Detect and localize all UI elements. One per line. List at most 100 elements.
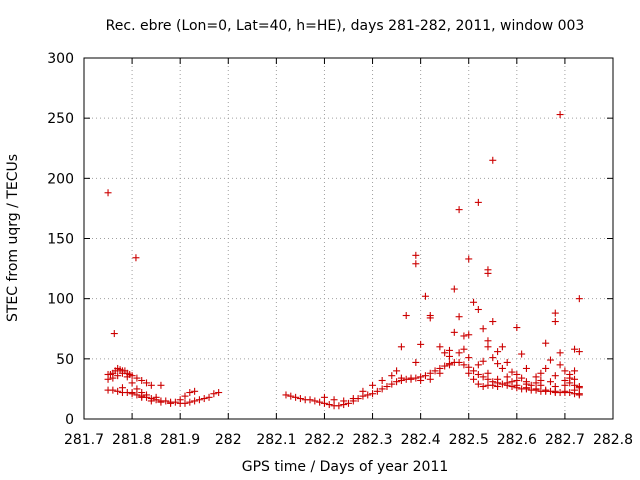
data-point [133, 374, 141, 382]
x-tick-label: 282.8 [593, 432, 633, 448]
data-point [373, 387, 381, 395]
data-point [479, 373, 487, 381]
data-point [532, 373, 540, 381]
data-point [402, 312, 410, 320]
data-point [388, 380, 396, 388]
data-point [306, 396, 314, 404]
data-point [503, 379, 511, 387]
data-point [287, 392, 295, 400]
data-point [575, 391, 583, 399]
x-tick-label: 282.2 [304, 432, 344, 448]
data-point [522, 380, 530, 388]
data-point [513, 324, 521, 332]
data-point [537, 369, 545, 377]
x-axis-label: GPS time / Days of year 2011 [242, 459, 449, 475]
data-point [445, 346, 453, 354]
data-point [551, 309, 559, 317]
data-point [109, 386, 117, 394]
data-point [470, 298, 478, 306]
data-point [474, 305, 482, 313]
data-point [518, 374, 526, 382]
x-tick-label: 281.7 [64, 432, 104, 448]
data-point [378, 385, 386, 393]
data-point [571, 367, 579, 375]
data-point [407, 375, 415, 383]
data-point [412, 358, 420, 366]
data-point [191, 397, 199, 405]
y-tick-label: 50 [56, 352, 74, 368]
data-point [494, 383, 502, 391]
data-point [518, 350, 526, 358]
data-point [176, 396, 184, 404]
data-point [489, 318, 497, 326]
data-point [474, 361, 482, 369]
data-point [143, 379, 151, 387]
data-point [349, 395, 357, 403]
x-tick-label: 282 [215, 432, 242, 448]
data-point [104, 189, 112, 197]
data-point [215, 389, 223, 397]
data-point [465, 369, 473, 377]
data-point [474, 370, 482, 378]
data-point [542, 339, 550, 347]
data-point [393, 378, 401, 386]
y-tick-label: 200 [47, 171, 74, 187]
data-point [556, 349, 564, 357]
data-point [426, 375, 434, 383]
data-point [369, 381, 377, 389]
data-point [513, 376, 521, 384]
data-point [320, 399, 328, 407]
data-point [421, 292, 429, 300]
data-point [147, 397, 155, 405]
data-point [128, 372, 136, 380]
data-point [479, 357, 487, 365]
data-point [132, 254, 140, 262]
data-point [417, 376, 425, 384]
tick-marks [83, 57, 614, 420]
data-point [551, 318, 559, 326]
data-point [316, 398, 324, 406]
data-point [455, 313, 463, 321]
grid-layer [84, 58, 613, 419]
data-point [455, 349, 463, 357]
data-point [484, 337, 492, 345]
data-point [484, 375, 492, 383]
data-point [138, 376, 146, 384]
data-point [114, 372, 122, 380]
data-point [575, 348, 583, 356]
x-tick-label: 281.8 [112, 432, 152, 448]
data-point [412, 260, 420, 268]
data-point [551, 383, 559, 391]
data-point [508, 378, 516, 386]
data-point [171, 398, 179, 406]
data-point [167, 399, 175, 407]
data-point [479, 325, 487, 333]
data-point [508, 368, 516, 376]
data-point [128, 379, 136, 387]
data-point [388, 372, 396, 380]
y-tick-label: 100 [47, 292, 74, 308]
data-point [455, 358, 463, 366]
data-point [561, 381, 569, 389]
x-tick-label: 282.3 [352, 432, 392, 448]
data-point [474, 380, 482, 388]
data-point [489, 381, 497, 389]
data-point [465, 255, 473, 263]
data-point [465, 331, 473, 339]
data-point [104, 375, 112, 383]
data-point [186, 389, 194, 397]
x-tick-label: 282.7 [545, 432, 585, 448]
x-tick-label: 282.1 [256, 432, 296, 448]
data-point [282, 391, 290, 399]
data-point [571, 375, 579, 383]
data-point [186, 398, 194, 406]
data-point [571, 381, 579, 389]
y-tick-label: 250 [47, 111, 74, 127]
data-point [460, 345, 468, 353]
data-point [292, 393, 300, 401]
data-point [345, 399, 352, 407]
data-point [157, 398, 165, 406]
data-point [445, 361, 453, 369]
data-point [421, 372, 429, 380]
